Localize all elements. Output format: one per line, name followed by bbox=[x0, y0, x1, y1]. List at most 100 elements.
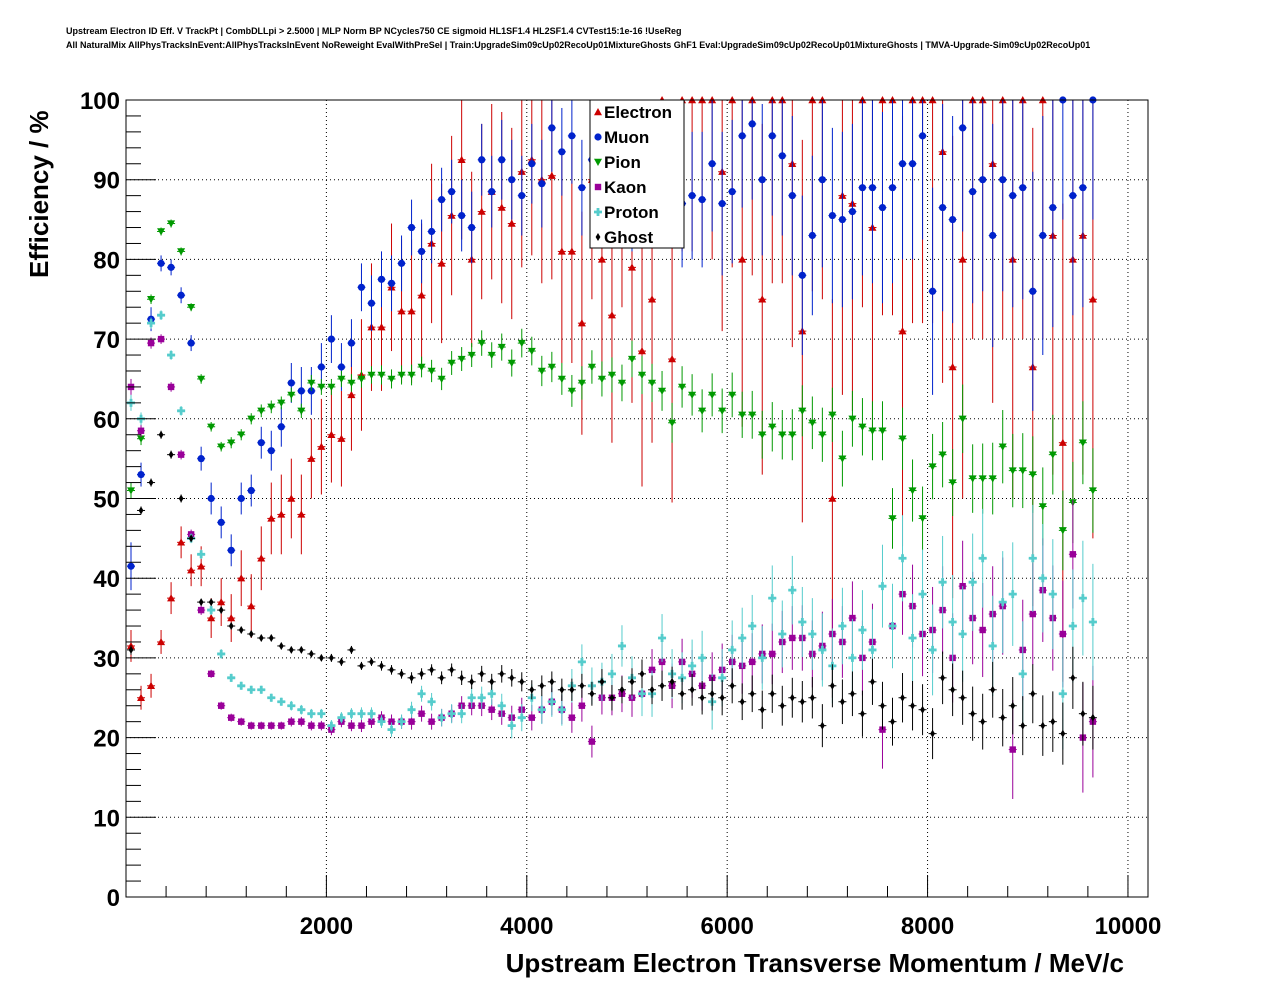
chart-title-line-2: All NaturalMix AllPhysTracksInEvent:AllP… bbox=[66, 40, 1091, 50]
triangle-down-marker bbox=[547, 363, 556, 371]
circle-marker bbox=[1029, 287, 1037, 295]
triangle-down-marker bbox=[207, 423, 216, 431]
cross-marker bbox=[247, 685, 256, 694]
triangle-down-marker bbox=[397, 371, 406, 379]
diamond-marker bbox=[890, 717, 895, 726]
triangle-down-marker bbox=[998, 443, 1007, 451]
diamond-marker bbox=[950, 685, 956, 694]
triangle-down-marker bbox=[848, 415, 857, 423]
triangle-up-marker bbox=[327, 430, 336, 438]
cross-marker bbox=[507, 721, 516, 730]
triangle-down-marker bbox=[177, 248, 186, 256]
triangle-down-marker bbox=[648, 379, 657, 387]
series-pion bbox=[127, 219, 1097, 571]
square-marker bbox=[177, 451, 185, 458]
circle-marker bbox=[518, 192, 526, 200]
circle-marker bbox=[427, 227, 436, 236]
square-marker bbox=[568, 714, 576, 721]
circle-marker bbox=[969, 188, 977, 196]
circle-marker bbox=[728, 188, 736, 196]
diamond-marker bbox=[379, 661, 384, 670]
triangle-up-marker bbox=[247, 602, 256, 610]
cross-marker bbox=[678, 673, 687, 682]
diamond-marker bbox=[489, 677, 495, 686]
circle-marker bbox=[528, 160, 536, 168]
triangle-down-marker bbox=[1088, 487, 1097, 495]
triangle-down-marker bbox=[267, 403, 276, 411]
triangle-down-marker bbox=[808, 419, 817, 427]
cross-marker bbox=[838, 622, 847, 631]
triangle-down-marker bbox=[457, 355, 466, 364]
diamond-marker bbox=[439, 673, 445, 682]
diamond-marker bbox=[479, 669, 485, 678]
circle-marker bbox=[1079, 184, 1087, 192]
circle-marker bbox=[999, 176, 1007, 184]
diamond-marker bbox=[389, 665, 394, 674]
triangle-down-marker bbox=[708, 391, 717, 399]
y-tick-label: 90 bbox=[93, 168, 120, 195]
diamond-marker bbox=[840, 697, 845, 706]
triangle-down-marker bbox=[607, 371, 616, 379]
cross-marker bbox=[487, 689, 496, 698]
y-axis-label: Efficiency / % bbox=[24, 110, 54, 278]
diamond-marker bbox=[599, 677, 605, 686]
triangle-down-marker bbox=[217, 443, 226, 451]
triangle-down-marker bbox=[1008, 467, 1017, 475]
triangle-down-marker bbox=[878, 427, 887, 435]
triangle-down-marker bbox=[377, 371, 386, 379]
triangle-up-marker bbox=[337, 434, 346, 442]
square-marker bbox=[789, 634, 796, 642]
triangle-down-marker bbox=[948, 479, 957, 487]
diamond-marker bbox=[519, 677, 525, 686]
triangle-down-marker bbox=[758, 431, 767, 439]
triangle-up-marker bbox=[257, 554, 266, 562]
triangle-down-marker bbox=[1078, 439, 1087, 447]
y-tick-label: 40 bbox=[93, 566, 120, 593]
triangle-down-marker bbox=[387, 375, 396, 383]
circle-marker bbox=[548, 124, 556, 132]
circle-marker bbox=[458, 211, 466, 220]
diamond-marker bbox=[689, 685, 695, 694]
cross-marker bbox=[768, 594, 777, 603]
square-marker bbox=[157, 335, 165, 343]
diamond-marker bbox=[359, 661, 364, 670]
triangle-down-marker bbox=[557, 375, 566, 383]
square-marker bbox=[197, 606, 205, 614]
cross-marker bbox=[1078, 594, 1087, 603]
diamond-marker bbox=[629, 677, 635, 686]
diamond-marker bbox=[749, 689, 755, 698]
triangle-down-marker bbox=[928, 463, 937, 471]
triangle-down-marker bbox=[828, 411, 837, 419]
diamond-marker bbox=[819, 721, 825, 730]
cross-marker bbox=[317, 709, 326, 718]
square-marker bbox=[318, 722, 325, 729]
triangle-down-marker bbox=[507, 359, 516, 368]
diamond-marker bbox=[559, 685, 565, 694]
diamond-marker bbox=[870, 677, 875, 686]
circle-marker bbox=[297, 387, 305, 395]
cross-marker bbox=[948, 618, 957, 627]
triangle-up-marker bbox=[197, 562, 206, 570]
diamond-marker bbox=[459, 673, 465, 682]
triangle-down-marker bbox=[247, 415, 256, 423]
triangle-up-marker bbox=[1088, 295, 1097, 303]
circle-marker bbox=[558, 148, 566, 156]
circle-marker bbox=[778, 152, 786, 160]
circle-marker bbox=[327, 335, 336, 343]
diamond-marker bbox=[429, 665, 434, 674]
circle-marker bbox=[488, 188, 496, 196]
circle-marker bbox=[277, 423, 285, 431]
circle-marker bbox=[468, 223, 476, 232]
cross-marker bbox=[267, 693, 276, 702]
cross-marker bbox=[988, 641, 997, 650]
triangle-down-marker bbox=[227, 439, 236, 447]
circle-marker bbox=[798, 271, 806, 279]
triangle-down-marker bbox=[407, 371, 416, 379]
circle-marker bbox=[578, 184, 586, 192]
circle-marker bbox=[217, 518, 225, 527]
diamond-marker bbox=[739, 697, 745, 706]
triangle-down-marker bbox=[638, 371, 647, 379]
cross-marker bbox=[147, 319, 156, 328]
y-tick-label: 50 bbox=[93, 487, 120, 514]
circle-marker bbox=[438, 196, 446, 204]
